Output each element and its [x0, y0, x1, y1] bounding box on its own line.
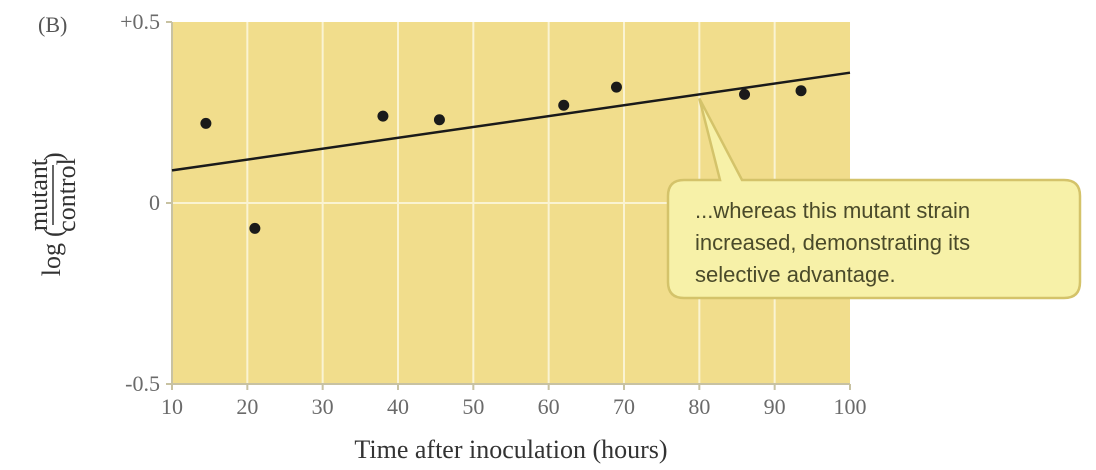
data-point — [558, 99, 570, 111]
x-tick-label: 90 — [764, 394, 786, 419]
y-axis-right-paren: ) — [39, 152, 68, 161]
y-axis-label-numerator: mutant — [24, 158, 53, 231]
trend-line — [171, 71, 851, 172]
data-point — [377, 110, 389, 122]
x-tick-label: 30 — [312, 394, 334, 419]
x-tick-label: 20 — [236, 394, 258, 419]
x-axis-label: Time after inoculation (hours) — [354, 435, 667, 464]
y-tick-labels: +0.5 0 -0.5 — [120, 9, 172, 396]
callout-bubble — [666, 97, 1082, 300]
panel-label: (B) — [38, 12, 67, 37]
data-point — [249, 222, 261, 234]
y-tick-label: -0.5 — [125, 371, 160, 396]
annotation-callout: ...whereas this mutant strain increased,… — [666, 97, 1082, 300]
y-axis-label-prefix: log — [37, 243, 66, 276]
x-tick-labels: 10 20 30 40 50 60 70 80 90 100 — [161, 384, 867, 419]
x-tick-label: 60 — [538, 394, 560, 419]
x-tick-label: 40 — [387, 394, 409, 419]
x-tick-label: 10 — [161, 394, 183, 419]
data-points — [200, 81, 807, 234]
data-point — [610, 81, 622, 93]
x-tick-label: 70 — [613, 394, 635, 419]
data-point — [200, 117, 212, 129]
callout-line-2: increased, demonstrating its — [695, 230, 970, 255]
x-tick-label: 100 — [834, 394, 867, 419]
data-point — [795, 85, 807, 97]
y-tick-label: 0 — [149, 190, 160, 215]
data-point — [433, 114, 445, 126]
callout-line-1: ...whereas this mutant strain — [695, 198, 970, 223]
y-axis-left-paren: ( — [39, 228, 68, 237]
x-tick-label: 80 — [688, 394, 710, 419]
y-tick-label: +0.5 — [120, 9, 160, 34]
y-axis-label-denominator: control — [52, 158, 81, 232]
y-axis-label: log ( mutant control ) — [24, 152, 81, 276]
data-point — [739, 88, 751, 100]
callout-line-3: selective advantage. — [695, 262, 896, 287]
x-tick-label: 50 — [462, 394, 484, 419]
